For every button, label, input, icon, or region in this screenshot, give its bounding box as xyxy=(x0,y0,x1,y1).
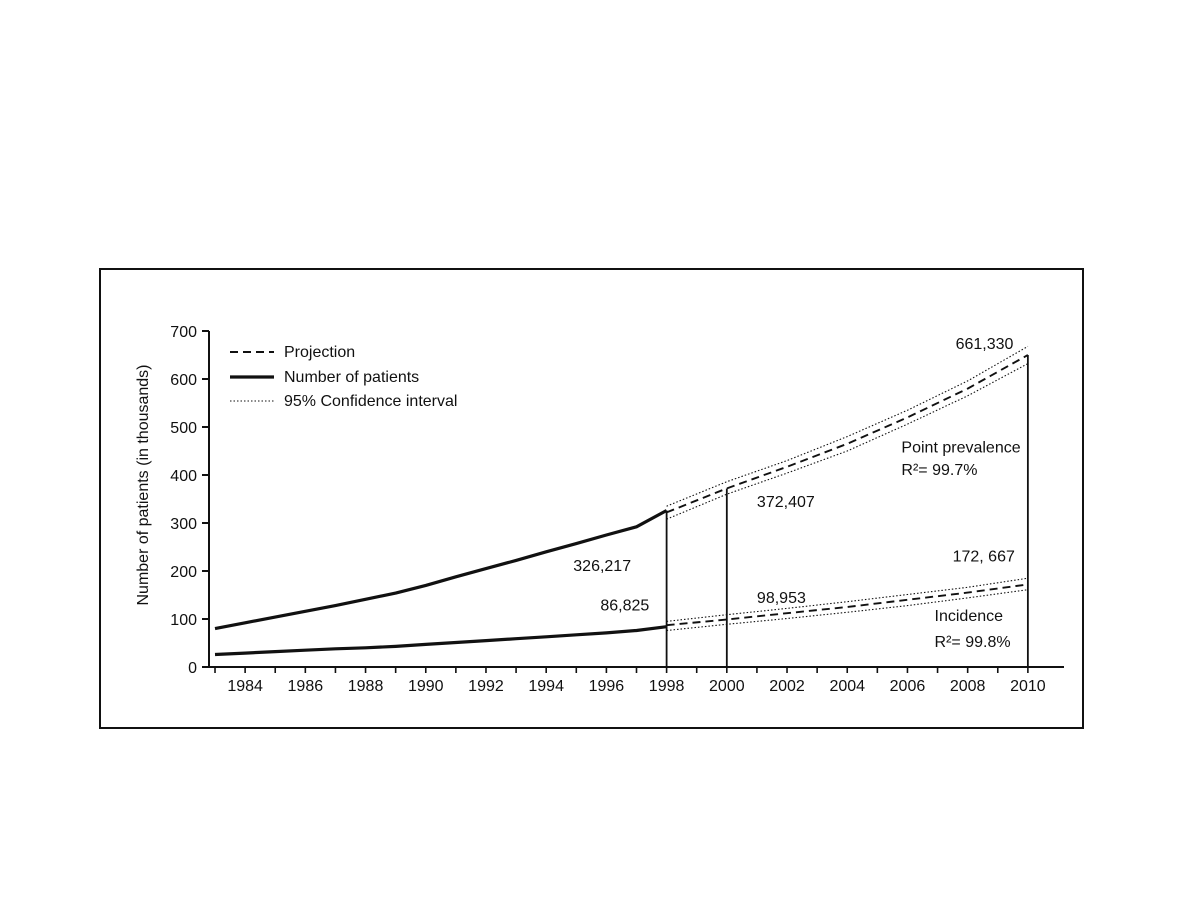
series-line-2 xyxy=(666,345,1029,507)
annotation-inc_2000: 98,953 xyxy=(757,590,806,607)
annotation-prev_r2: R²= 99.7% xyxy=(901,462,977,479)
series-line-0 xyxy=(214,509,668,631)
y-tick-label: 500 xyxy=(170,420,197,437)
y-tick-label: 300 xyxy=(170,516,197,533)
legend-label: 95% Confidence interval xyxy=(284,393,457,410)
y-tick-label: 0 xyxy=(188,660,197,677)
y-axis-label: Number of patients (in thousands) xyxy=(135,364,152,605)
x-tick-label: 2000 xyxy=(709,678,745,695)
annotations: 326,217 372,407 661,330 86,825 98,953 172, 66… xyxy=(573,336,1020,651)
annotation-prev_2000: 372,407 xyxy=(757,494,815,511)
x-tick-label: 2008 xyxy=(950,678,986,695)
series-line-5 xyxy=(666,583,1029,627)
y-tick-label: 200 xyxy=(170,564,197,581)
y-tick-label: 600 xyxy=(170,372,197,389)
y-tick-label: 100 xyxy=(170,612,197,629)
annotation-inc_r2: R²= 99.8% xyxy=(935,634,1011,651)
x-tick-label: 2006 xyxy=(890,678,926,695)
legend-label: Number of patients xyxy=(284,369,419,386)
x-tick-label: 2004 xyxy=(829,678,865,695)
x-tick-label: 1994 xyxy=(528,678,564,695)
x-tick-label: 1992 xyxy=(468,678,504,695)
axes: 0 100 200 300 400 500 600 700 1984 1986 1988 1990 19… xyxy=(170,324,1064,695)
annotation-prev_label: Point prevalence xyxy=(901,439,1020,456)
x-tick-label: 1986 xyxy=(288,678,324,695)
reference-lines xyxy=(665,355,1029,667)
x-tick-label: 1998 xyxy=(649,678,685,695)
x-tick-label: 1984 xyxy=(227,678,263,695)
y-tick-label: 700 xyxy=(170,324,197,341)
legend: Projection Number of patients 95% Confiden… xyxy=(230,344,457,410)
y-tick-label: 400 xyxy=(170,468,197,485)
annotation-inc_2010: 172, 667 xyxy=(953,548,1015,565)
series-line-3 xyxy=(666,363,1029,520)
series-line-4 xyxy=(214,625,667,657)
x-tick-label: 1996 xyxy=(589,678,625,695)
annotation-prev_2010: 661,330 xyxy=(956,336,1014,353)
x-tick-label: 1988 xyxy=(348,678,384,695)
legend-label: Projection xyxy=(284,344,355,361)
series-line-1 xyxy=(666,354,1029,514)
annotation-prev_1998: 326,217 xyxy=(573,558,631,575)
annotation-inc_1998: 86,825 xyxy=(600,597,649,614)
figure-frame xyxy=(99,268,1084,729)
x-tick-label: 2010 xyxy=(1010,678,1046,695)
annotation-inc_label: Incidence xyxy=(935,608,1004,625)
x-tick-label: 2002 xyxy=(769,678,805,695)
x-tick-label: 1990 xyxy=(408,678,444,695)
